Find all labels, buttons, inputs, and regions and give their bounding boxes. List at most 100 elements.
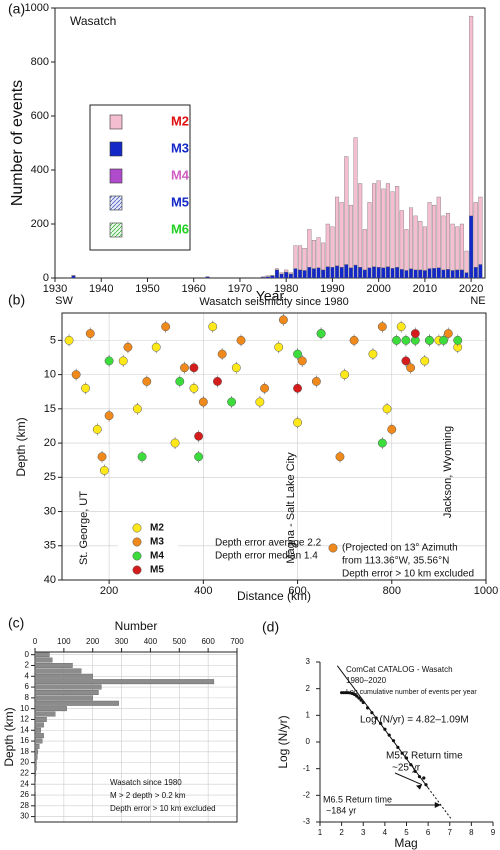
point <box>236 335 246 345</box>
y-tick-label: 28 <box>20 801 29 810</box>
y-tick-label: -3 <box>303 817 311 826</box>
y-axis-label: Depth (km) <box>2 707 16 766</box>
bar <box>288 272 293 275</box>
annotation: Wasatch since 1980 <box>110 778 182 787</box>
x-tick-label: 200 <box>86 637 100 646</box>
point <box>213 377 222 386</box>
legend-box <box>89 104 191 251</box>
point <box>99 466 109 475</box>
bar <box>473 267 478 279</box>
y-tick-label: 10 <box>20 704 29 713</box>
y-tick-label: 16 <box>20 736 29 745</box>
x-tick-label: 1970 <box>228 283 252 295</box>
bar <box>390 268 395 279</box>
bar <box>446 269 451 279</box>
point <box>81 383 91 393</box>
x-tick-label: 500 <box>173 637 187 646</box>
point <box>227 397 237 407</box>
y-tick-label: -1 <box>303 764 311 773</box>
point <box>410 329 420 338</box>
plot-frame <box>61 312 487 581</box>
point <box>453 335 463 345</box>
legend-marker <box>132 565 142 575</box>
x-tick-label: 600 <box>201 637 215 646</box>
bar <box>34 695 93 701</box>
y-tick-label: 20 <box>44 437 56 449</box>
bar <box>358 267 363 279</box>
bar <box>298 269 303 279</box>
x-tick-label: 400 <box>144 637 158 646</box>
annotation: 1980–2020 <box>346 676 387 685</box>
point <box>180 363 189 373</box>
annotation: Log (N/yr) = 4.82–1.09M <box>360 715 469 726</box>
bar <box>34 706 67 712</box>
y-tick-label: 26 <box>20 790 29 799</box>
point <box>137 452 147 462</box>
fit-line <box>427 787 453 821</box>
legend-swatch <box>109 114 123 130</box>
bar <box>274 268 279 271</box>
bar <box>464 250 469 273</box>
point <box>260 383 270 393</box>
point <box>293 383 303 393</box>
bar <box>450 270 455 279</box>
bar <box>413 269 418 279</box>
bar <box>274 269 279 279</box>
y-axis-label: Number of events <box>9 80 26 206</box>
x-tick-label: 700 <box>230 637 244 646</box>
y-tick-label: 2 <box>306 684 311 693</box>
bar <box>344 264 349 279</box>
bar <box>34 690 99 695</box>
legend-label: M2 <box>171 113 189 128</box>
point <box>170 438 180 448</box>
bar <box>34 760 37 766</box>
point <box>293 349 303 359</box>
x-tick-label: 4 <box>383 828 388 837</box>
point <box>401 335 411 345</box>
annotation: NE <box>470 295 485 307</box>
bar <box>307 229 312 268</box>
bar <box>316 267 321 279</box>
bar <box>372 183 377 267</box>
bar <box>427 202 432 269</box>
bar <box>469 215 474 279</box>
bar <box>376 267 381 279</box>
x-tick-label: 600 <box>288 585 306 597</box>
point <box>208 322 218 332</box>
bar <box>478 196 483 265</box>
legend-marker <box>132 523 142 533</box>
x-tick-label: 1980 <box>274 283 298 295</box>
arrow <box>394 772 423 786</box>
bar <box>34 668 82 674</box>
bar <box>385 183 390 267</box>
annotation: Depth error average 2.2 <box>215 538 322 549</box>
bar <box>293 245 298 269</box>
bar <box>34 727 41 733</box>
y-tick-label: 3 <box>306 657 311 666</box>
bar <box>311 240 316 269</box>
bar <box>353 137 358 266</box>
y-tick-label: 4 <box>25 671 30 680</box>
bar <box>330 226 335 268</box>
point <box>151 342 161 352</box>
bar <box>279 273 284 279</box>
point <box>189 363 199 373</box>
point <box>194 431 204 441</box>
point <box>175 377 185 386</box>
annotation: M > 2 depth > 0.2 km <box>110 791 186 800</box>
y-tick-label: 1 <box>306 710 311 719</box>
point <box>355 694 359 698</box>
legend-label: M4 <box>171 167 190 182</box>
point <box>382 404 392 414</box>
bar <box>293 268 298 279</box>
x-tick-label: 300 <box>115 637 129 646</box>
point <box>387 424 397 434</box>
point <box>231 363 241 373</box>
point <box>161 322 171 332</box>
y-tick-label: 5 <box>50 334 56 346</box>
y-tick-label: 8 <box>25 693 30 702</box>
y-tick-label: 24 <box>20 779 29 788</box>
point <box>142 377 152 386</box>
bar <box>459 269 464 279</box>
legend-label: M2 <box>150 523 164 534</box>
